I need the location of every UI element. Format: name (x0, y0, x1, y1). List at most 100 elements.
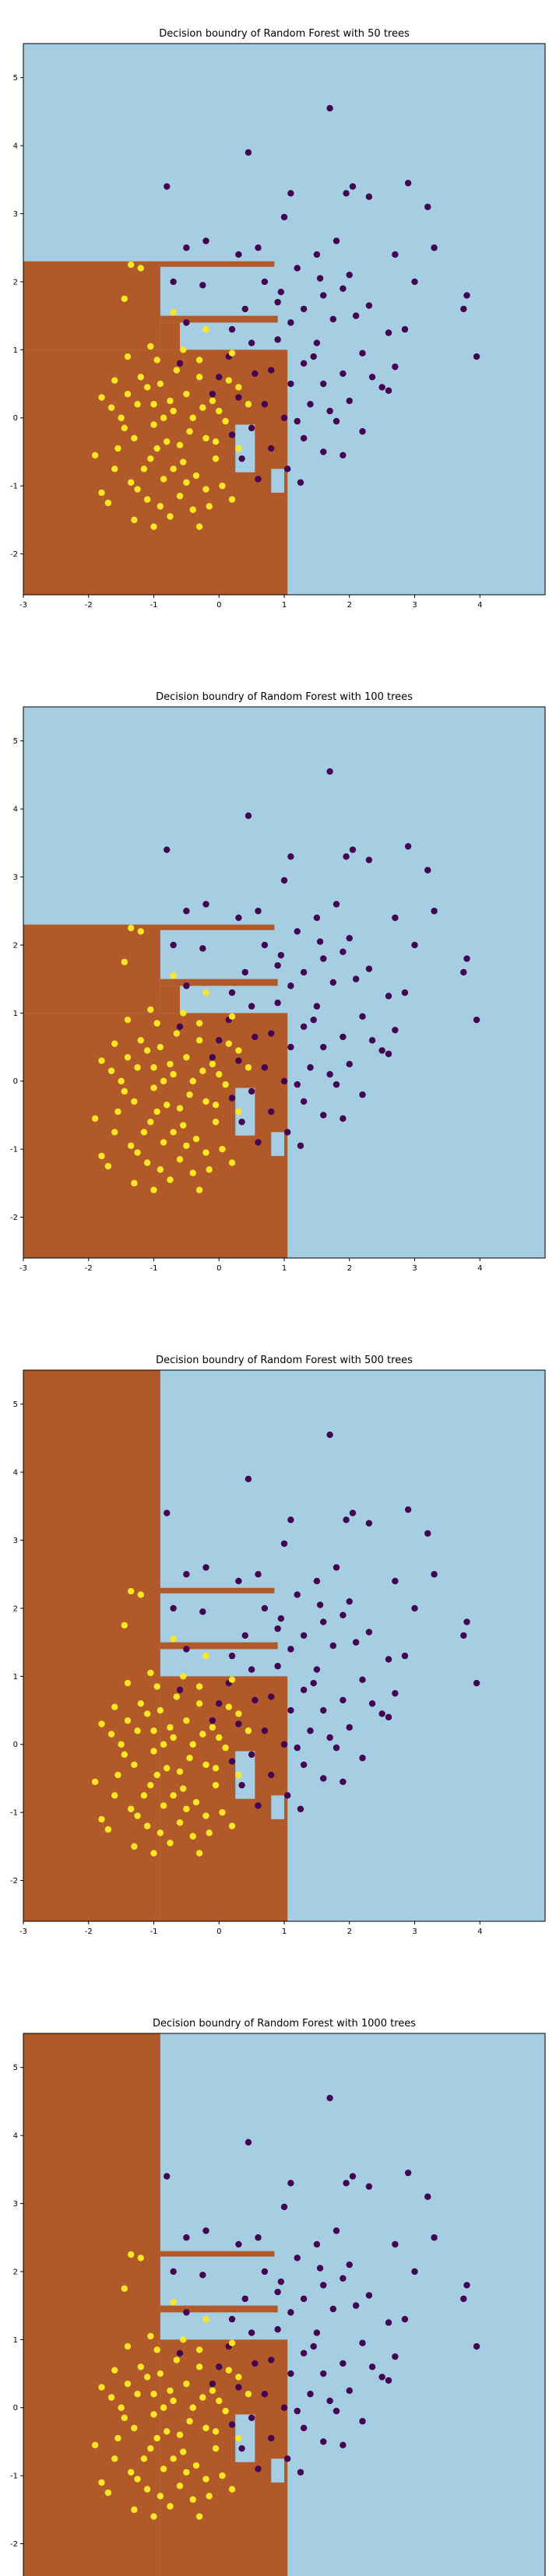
point-class0 (209, 1053, 216, 1061)
point-class0 (280, 213, 288, 221)
point-class0 (411, 278, 418, 286)
point-class1 (245, 1064, 252, 1071)
point-class1 (225, 1040, 233, 1047)
point-class0 (202, 237, 209, 244)
point-class1 (212, 2444, 220, 2452)
point-class0 (228, 1758, 236, 1765)
decision-region (160, 986, 180, 1014)
point-class0 (359, 2339, 366, 2346)
point-class0 (349, 2173, 357, 2180)
point-class1 (143, 2374, 151, 2381)
point-class1 (199, 404, 206, 411)
point-class0 (216, 1700, 223, 1707)
point-class0 (320, 955, 327, 962)
point-class1 (186, 428, 193, 435)
decision-region (160, 1642, 278, 1650)
point-class1 (114, 1108, 121, 1116)
point-class0 (294, 928, 301, 935)
point-class0 (431, 2234, 438, 2241)
point-class1 (225, 377, 233, 384)
point-class0 (340, 2441, 347, 2449)
point-class1 (183, 1805, 190, 1812)
point-class1 (143, 2486, 151, 2493)
point-class1 (157, 503, 164, 510)
point-class1 (176, 1156, 184, 1163)
point-class0 (202, 2227, 209, 2234)
point-class0 (352, 312, 360, 319)
y-tick-label: -1 (10, 2472, 18, 2481)
y-tick-label: 0 (13, 1741, 18, 1749)
point-class0 (283, 1129, 291, 1136)
point-class0 (287, 1706, 294, 1714)
x-tick-label: -1 (150, 601, 158, 610)
point-class0 (310, 353, 317, 360)
point-class1 (160, 1741, 167, 1748)
point-class0 (401, 1652, 409, 1660)
point-class0 (463, 2282, 470, 2289)
point-class0 (340, 1033, 347, 1041)
point-class0 (307, 401, 314, 408)
point-class1 (91, 1115, 99, 1123)
point-class0 (170, 278, 177, 286)
point-class0 (359, 1755, 366, 1762)
point-class0 (340, 1115, 347, 1123)
point-class1 (157, 1829, 164, 1836)
point-class0 (248, 1088, 255, 1095)
point-class1 (153, 445, 160, 452)
point-class1 (160, 2465, 167, 2472)
y-tick-label: 4 (13, 142, 18, 151)
point-class0 (349, 1509, 357, 1516)
point-class0 (378, 1710, 385, 1717)
point-class0 (385, 329, 392, 336)
y-tick-label: 4 (13, 1469, 18, 1478)
y-tick-label: 1 (13, 1673, 18, 1682)
point-class1 (121, 2414, 128, 2422)
point-class1 (107, 2394, 115, 2401)
point-class1 (150, 1850, 157, 1857)
point-class0 (228, 2315, 236, 2323)
point-class1 (104, 1826, 112, 1833)
point-class1 (228, 496, 236, 503)
point-class0 (326, 2094, 333, 2102)
point-class1 (150, 1727, 157, 1734)
point-class0 (209, 1717, 216, 1724)
point-class0 (297, 2469, 304, 2476)
point-class0 (164, 2173, 171, 2180)
point-class1 (235, 445, 242, 452)
point-class1 (235, 1047, 242, 1054)
point-class0 (313, 1003, 321, 1010)
point-class0 (368, 374, 376, 381)
point-class1 (183, 1142, 190, 1149)
point-class1 (153, 2346, 160, 2353)
point-class1 (157, 2493, 164, 2500)
point-class0 (411, 2268, 418, 2276)
point-class0 (313, 339, 321, 346)
x-tick-label: 1 (282, 1264, 287, 1273)
point-class1 (235, 384, 242, 391)
point-class0 (280, 1077, 288, 1084)
point-class1 (212, 455, 220, 462)
point-class0 (463, 1618, 470, 1625)
point-class0 (401, 2315, 409, 2323)
point-class1 (134, 1149, 141, 1156)
point-class0 (297, 1142, 304, 1149)
decision-region (23, 1370, 160, 1921)
point-class1 (167, 397, 174, 405)
point-class0 (261, 401, 269, 408)
point-class1 (150, 1084, 157, 1091)
point-class0 (404, 842, 412, 850)
point-class1 (131, 1098, 138, 1105)
point-class1 (131, 1761, 138, 1769)
point-class0 (385, 1656, 392, 1663)
point-class1 (157, 2370, 164, 2377)
point-class0 (248, 339, 255, 346)
point-class1 (134, 401, 141, 408)
point-class1 (212, 1102, 220, 1109)
point-class1 (98, 1815, 105, 1823)
y-tick-label: 3 (13, 873, 18, 882)
point-class0 (235, 1720, 242, 1727)
point-class1 (173, 2356, 181, 2363)
point-class0 (392, 2240, 399, 2248)
point-class0 (313, 251, 321, 258)
